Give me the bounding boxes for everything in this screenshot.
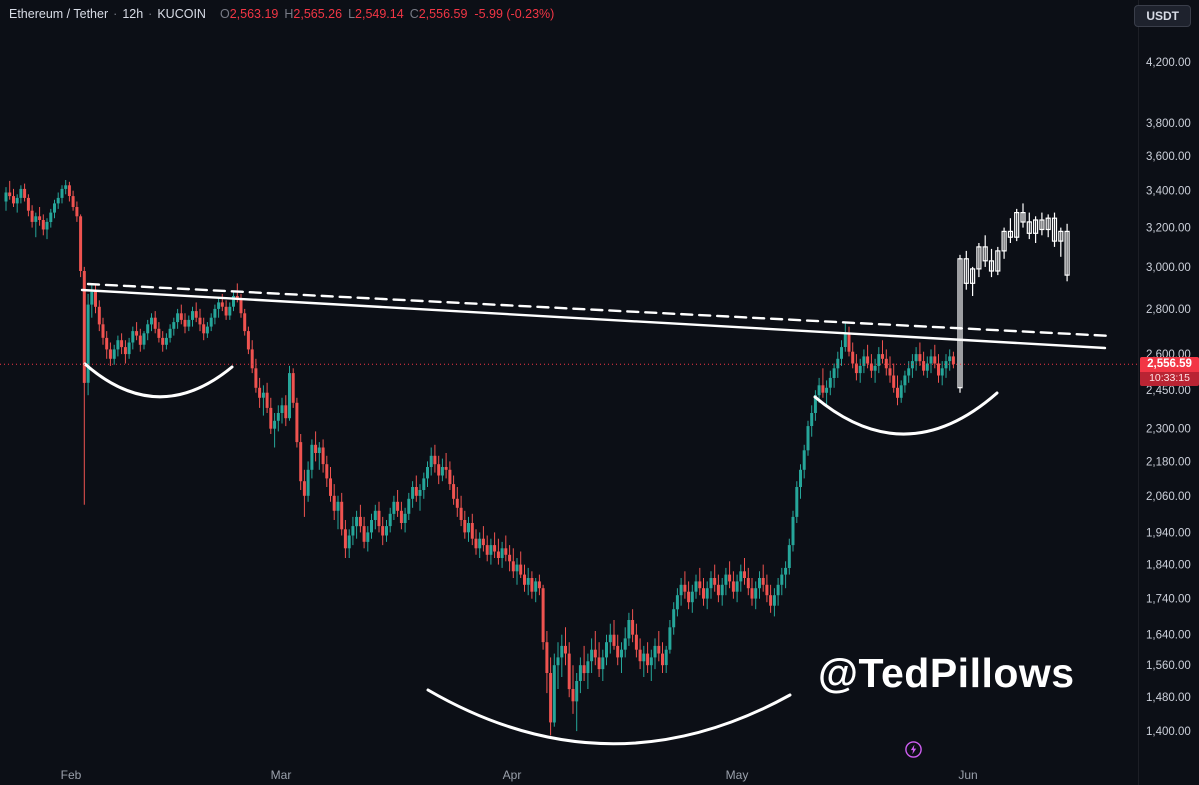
current-price-badge[interactable]: 2,556.59 10:33:15 bbox=[1140, 357, 1199, 387]
time-tick-label: Jun bbox=[958, 768, 977, 782]
close-value: 2,556.59 bbox=[418, 7, 468, 21]
price-tick-label: 3,400.00 bbox=[1146, 186, 1191, 198]
price-tick-label: 1,560.00 bbox=[1146, 660, 1191, 672]
price-tick-label: 3,200.00 bbox=[1146, 223, 1191, 235]
price-tick-label: 2,060.00 bbox=[1146, 491, 1191, 503]
time-tick-label: May bbox=[726, 768, 749, 782]
price-tick-label: 2,450.00 bbox=[1146, 385, 1191, 397]
exchange-label[interactable]: KUCOIN bbox=[157, 7, 206, 21]
price-tick-label: 1,400.00 bbox=[1146, 726, 1191, 738]
price-tick-label: 1,840.00 bbox=[1146, 560, 1191, 572]
projection-bars-drawing bbox=[957, 203, 1070, 393]
price-tick-label: 2,300.00 bbox=[1146, 424, 1191, 436]
separator-dot: · bbox=[148, 7, 153, 21]
price-tick-label: 3,800.00 bbox=[1146, 118, 1191, 130]
price-tick-label: 4,200.00 bbox=[1146, 57, 1191, 69]
bar-close-countdown: 10:33:15 bbox=[1140, 372, 1199, 387]
currency-toggle-button[interactable]: USDT bbox=[1134, 5, 1191, 27]
close-label: C bbox=[409, 7, 419, 21]
price-tick-label: 1,940.00 bbox=[1146, 527, 1191, 539]
price-tick-label: 2,180.00 bbox=[1146, 456, 1191, 468]
price-axis-scale[interactable]: 4,200.00 3,800.00 3,600.00 3,400.00 3,200.00… bbox=[1146, 57, 1191, 738]
price-tick-label: 3,600.00 bbox=[1146, 151, 1191, 163]
high-label: H bbox=[284, 7, 294, 21]
price-tick-label: 1,740.00 bbox=[1146, 594, 1191, 606]
price-tick-label: 1,640.00 bbox=[1146, 630, 1191, 642]
time-axis-scale[interactable]: Feb Mar Apr May Jun bbox=[61, 768, 978, 782]
candlestick-series bbox=[4, 180, 955, 736]
open-value: 2,563.19 bbox=[229, 7, 279, 21]
low-label: L bbox=[348, 7, 356, 21]
interval-label[interactable]: 12h bbox=[122, 7, 144, 21]
separator-dot: · bbox=[113, 7, 118, 21]
price-tick-label: 3,000.00 bbox=[1146, 262, 1191, 274]
trendline-and-arc-drawings bbox=[80, 282, 1114, 746]
low-value: 2,549.14 bbox=[355, 7, 404, 21]
time-tick-label: Apr bbox=[503, 768, 522, 782]
high-value: 2,565.26 bbox=[293, 7, 343, 21]
symbol-info-bar: Ethereum / Tether · 12h · KUCOIN O2,563.19 H2,… bbox=[9, 7, 554, 22]
open-label: O bbox=[219, 7, 230, 21]
time-tick-label: Mar bbox=[271, 768, 292, 782]
price-tick-label: 2,800.00 bbox=[1146, 304, 1191, 316]
lightning-icon[interactable] bbox=[904, 740, 923, 759]
change-value: -5.99 (-0.23%) bbox=[474, 7, 555, 21]
price-tick-label: 1,480.00 bbox=[1146, 692, 1191, 704]
time-tick-label: Feb bbox=[61, 768, 82, 782]
symbol-title[interactable]: Ethereum / Tether bbox=[9, 7, 109, 21]
current-price-value: 2,556.59 bbox=[1140, 357, 1199, 373]
ohlc-values: O2,563.19 H2,565.26 L2,549.14 C2,556.59 bbox=[214, 7, 467, 21]
